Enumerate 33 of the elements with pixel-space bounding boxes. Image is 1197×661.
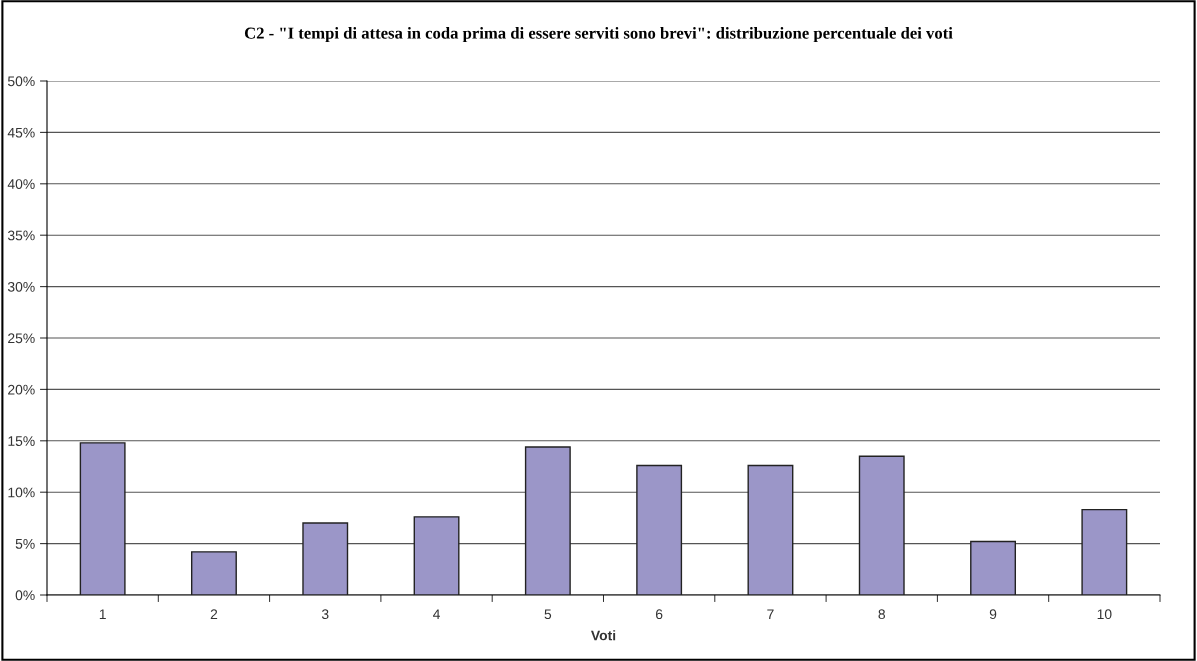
- bar: [970, 540, 1017, 595]
- y-tick-label: 45%: [7, 127, 35, 138]
- bar: [413, 516, 460, 595]
- y-tick-label: 30%: [7, 281, 35, 292]
- y-tick-label: 40%: [7, 179, 35, 189]
- bar: [858, 455, 905, 595]
- y-tick-label: 20%: [8, 384, 35, 395]
- y-tick-label: 15%: [8, 436, 35, 446]
- chart-title: C2 - "I tempi di attesa in coda prima di essere serviti sono brevi": distribuzione percentuale dei voti: [244, 27, 953, 43]
- x-tick-label: 3: [321, 609, 329, 620]
- y-tick-label: 35%: [7, 230, 35, 241]
- x-tick-label: 9: [989, 609, 997, 620]
- x-tick-label: 6: [655, 609, 663, 620]
- x-tick-label: 2: [210, 609, 218, 619]
- bar: [79, 442, 126, 595]
- y-tick-label: 25%: [8, 333, 35, 344]
- x-tick-label: 7: [767, 609, 774, 619]
- bar: [747, 464, 794, 595]
- bar: [524, 446, 571, 595]
- bar: [636, 464, 683, 595]
- x-axis-title: Voti: [590, 630, 616, 641]
- bar: [190, 551, 237, 595]
- y-tick-label: 50%: [7, 76, 35, 87]
- x-tick-label: 5: [544, 609, 552, 620]
- bar: [1081, 508, 1128, 595]
- y-tick-label: 10%: [8, 487, 35, 498]
- x-tick-label: 4: [433, 609, 441, 619]
- x-tick-label: 8: [878, 609, 886, 620]
- x-tick-label: 10: [1097, 609, 1112, 620]
- bar: [302, 522, 349, 595]
- y-tick-label: 5%: [15, 538, 35, 549]
- y-tick-label: 0%: [15, 590, 35, 601]
- x-tick-label: 1: [99, 609, 106, 619]
